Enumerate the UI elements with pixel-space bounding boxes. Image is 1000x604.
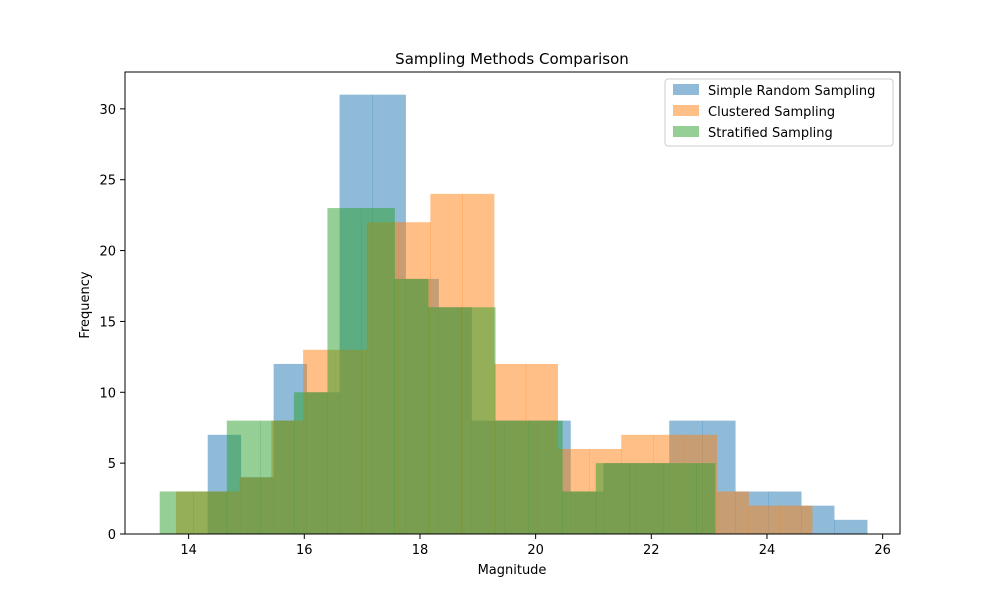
y-tick-label: 5 bbox=[108, 457, 116, 472]
legend-label-stratified: Stratified Sampling bbox=[708, 126, 833, 141]
plot-frame bbox=[124, 71, 901, 535]
histogram-bar bbox=[662, 463, 697, 534]
histogram-bar bbox=[495, 420, 530, 534]
histogram-bar bbox=[528, 420, 563, 534]
histogram-bar bbox=[595, 463, 630, 534]
x-axis: 14 16 18 20 22 24 26 bbox=[180, 534, 891, 558]
x-tick-label: 14 bbox=[180, 543, 197, 558]
histogram-bar bbox=[327, 208, 362, 535]
y-tick-label: 20 bbox=[99, 245, 116, 260]
bars-layer bbox=[159, 94, 868, 535]
legend-box bbox=[664, 78, 894, 147]
legend-swatch-stratified bbox=[673, 126, 699, 137]
x-tick-label: 20 bbox=[527, 543, 544, 558]
y-axis: 0 5 10 15 20 25 30 bbox=[99, 103, 125, 543]
x-tick-label: 16 bbox=[296, 543, 313, 558]
legend: Simple Random Sampling Clustered Samplin… bbox=[664, 78, 894, 147]
histogram-bar bbox=[226, 420, 261, 534]
x-tick-label: 18 bbox=[412, 543, 429, 558]
legend-label-clustered: Clustered Sampling bbox=[708, 105, 835, 120]
histogram-bar bbox=[428, 307, 462, 534]
histogram-bar bbox=[293, 392, 328, 534]
histogram-bar bbox=[562, 491, 597, 534]
histogram-bar bbox=[461, 307, 496, 534]
histogram-bar bbox=[360, 208, 395, 535]
legend-label-simple-random: Simple Random Sampling bbox=[708, 84, 875, 99]
histogram-bar bbox=[159, 491, 194, 534]
series-2-bars bbox=[159, 208, 716, 535]
y-tick-label: 25 bbox=[99, 174, 116, 189]
histogram-bar bbox=[193, 491, 228, 534]
histogram-bar bbox=[696, 463, 716, 534]
histogram-bar bbox=[629, 463, 664, 534]
legend-swatch-simple-random bbox=[673, 84, 699, 95]
x-tick-label: 22 bbox=[643, 543, 660, 558]
y-tick-label: 10 bbox=[99, 386, 116, 401]
histogram-bar bbox=[260, 420, 295, 534]
histogram-bar bbox=[716, 491, 749, 534]
chart-title: Sampling Methods Comparison bbox=[395, 50, 629, 68]
y-axis-label: Frequency bbox=[78, 271, 93, 338]
y-tick-label: 0 bbox=[108, 528, 116, 543]
histogram-bar bbox=[780, 505, 813, 534]
x-tick-label: 26 bbox=[874, 543, 891, 558]
x-axis-label: Magnitude bbox=[478, 563, 547, 578]
histogram-bar bbox=[394, 278, 429, 534]
legend-swatch-clustered bbox=[673, 105, 699, 116]
y-tick-label: 15 bbox=[99, 315, 116, 330]
x-tick-label: 24 bbox=[759, 543, 776, 558]
y-tick-label: 30 bbox=[99, 103, 116, 118]
histogram-bar bbox=[748, 505, 781, 534]
histogram-bar bbox=[834, 519, 868, 534]
